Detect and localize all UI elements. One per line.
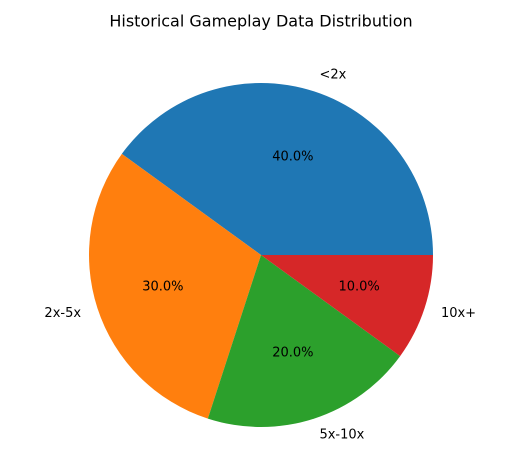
- category-label: 2x-5x: [44, 306, 81, 321]
- pie-wedge: [261, 255, 433, 357]
- category-label: 5x-10x: [319, 427, 364, 442]
- value-label: 20.0%: [272, 346, 313, 361]
- chart-title: Historical Gameplay Data Distribution: [109, 12, 412, 31]
- pie-wedge: [88, 153, 262, 419]
- category-label: 10x+: [441, 306, 476, 321]
- pie-wedge: [207, 255, 401, 427]
- value-label: 10.0%: [338, 279, 379, 294]
- value-label: 40.0%: [272, 149, 313, 164]
- category-label: <2x: [319, 68, 346, 83]
- pie-wedge: [121, 83, 434, 255]
- value-label: 30.0%: [142, 279, 183, 294]
